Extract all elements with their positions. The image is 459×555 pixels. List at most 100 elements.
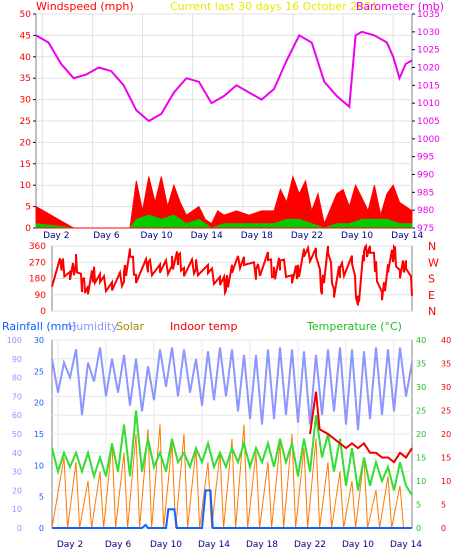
compass-label: N — [428, 240, 436, 253]
humidity-axis-label: Humidity — [68, 320, 118, 333]
temperature-tick-label: 15 — [416, 454, 426, 463]
temperature-tick-label: 25 — [416, 407, 426, 416]
indoor-temp-tick-label: 25 — [441, 407, 451, 416]
humidity-tick-label: 20 — [12, 486, 22, 495]
humidity-tick-label: 40 — [12, 449, 22, 458]
rain-tick-label: 20 — [34, 399, 44, 408]
rainfall-axis-label: Rainfall (mm) — [2, 320, 76, 333]
indoor-temp-axis-label: Indoor temp — [170, 320, 237, 333]
windspeed-axis-label: Windspeed (mph) — [36, 0, 134, 13]
panel1-x-tick-label: Day 2 — [43, 231, 69, 241]
barometer-tick-label: 1015 — [417, 81, 440, 91]
compass-label: S — [428, 273, 435, 286]
barometer-tick-label: 990 — [417, 171, 434, 181]
panel3-x-tick-label: Day 10 — [342, 540, 374, 550]
temperature-tick-label: 20 — [416, 430, 426, 439]
humidity-rain-axis-ticks: 0 10 20 30 40 50 60 70 80 90 100 0 5 10 15 20 25 30 — [7, 336, 44, 533]
temperature-humidity-chart: 0 10 20 30 40 50 60 70 80 90 100 0 5 10 15 20 25 30 0 5 10 1… — [2, 320, 451, 550]
direction-tick-label: 0 — [40, 307, 46, 317]
windspeed-tick-label: 10 — [20, 181, 32, 191]
panel1-x-axis-ticks: Day 2 Day 6 Day 10 Day 14 Day 18 Day 22 Day 10… — [43, 231, 423, 241]
rain-tick-label: 30 — [34, 336, 44, 345]
windspeed-tick-label: 25 — [20, 117, 31, 127]
compass-label: W — [428, 256, 439, 269]
windspeed-tick-label: 20 — [20, 138, 32, 148]
barometer-tick-label: 1025 — [417, 46, 440, 56]
barometer-tick-label: 980 — [417, 206, 434, 216]
indoor-temp-tick-label: 0 — [441, 524, 446, 533]
compass-label: N — [428, 305, 436, 318]
indoor-temp-tick-label: 20 — [441, 430, 451, 439]
temperature-axis-label: Temperature (°C) — [306, 320, 402, 333]
indoor-temp-series — [309, 391, 413, 464]
barometer-tick-label: 995 — [417, 153, 434, 163]
rain-tick-label: 5 — [39, 493, 44, 502]
direction-tick-label: 180 — [29, 275, 46, 285]
temperature-tick-label: 30 — [416, 383, 426, 392]
barometer-tick-label: 1030 — [417, 28, 440, 38]
panel3-x-tick-label: Day 2 — [57, 540, 83, 550]
wind-direction-series — [51, 243, 413, 306]
direction-tick-label: 270 — [29, 258, 46, 268]
windspeed-tick-label: 5 — [25, 203, 31, 213]
humidity-series — [51, 347, 413, 431]
humidity-tick-label: 50 — [12, 430, 22, 439]
windspeed-tick-label: 30 — [20, 96, 32, 106]
windspeed-tick-label: 40 — [20, 53, 32, 63]
humidity-tick-label: 70 — [12, 392, 22, 401]
humidity-tick-label: 0 — [17, 524, 22, 533]
indoor-temp-tick-label: 10 — [441, 477, 451, 486]
wind-average-series — [35, 214, 413, 229]
humidity-tick-label: 80 — [12, 374, 22, 383]
temperature-tick-label: 35 — [416, 360, 426, 369]
temperature-tick-label: 10 — [416, 477, 426, 486]
windspeed-tick-label: 50 — [20, 10, 32, 20]
windspeed-tick-label: 0 — [25, 224, 31, 234]
rain-tick-label: 0 — [39, 524, 44, 533]
barometer-tick-label: 1035 — [417, 10, 440, 20]
panel1-x-tick-label: Day 18 — [241, 231, 273, 241]
rainfall-series — [52, 489, 412, 529]
windspeed-tick-label: 35 — [20, 74, 31, 84]
indoor-temp-tick-label: 35 — [441, 360, 451, 369]
wind-gust-series — [35, 174, 413, 229]
temperature-tick-label: 5 — [416, 501, 421, 510]
temperature-series — [51, 410, 413, 496]
panel3-x-tick-label: Day 22 — [294, 540, 326, 550]
barometer-tick-label: 1010 — [417, 99, 440, 109]
panel1-x-tick-label: Day 6 — [93, 231, 120, 241]
windspeed-axis-ticks: 0 5 10 15 20 25 30 35 40 45 50 — [20, 10, 36, 234]
solar-series — [51, 424, 412, 529]
barometer-tick-label: 985 — [417, 188, 434, 198]
chart-title: Current last 30 days 16 October 2021 — [170, 0, 378, 13]
compass-label: E — [428, 289, 435, 302]
humidity-tick-label: 90 — [12, 355, 22, 364]
rain-tick-label: 10 — [34, 461, 44, 470]
panel1-x-tick-label: Day 14 — [391, 231, 423, 241]
barometer-axis-ticks: 975 980 985 990 995 1000 1005 1010 1015 1020 1025 1… — [412, 10, 440, 234]
direction-degree-ticks: 0 90 180 270 360 — [29, 242, 46, 317]
panel1-x-tick-label: Day 10 — [341, 231, 373, 241]
windspeed-tick-label: 15 — [20, 160, 31, 170]
humidity-tick-label: 100 — [7, 336, 22, 345]
barometer-tick-label: 1005 — [417, 117, 440, 127]
humidity-tick-label: 60 — [12, 411, 22, 420]
barometer-axis-label: Barometer (mb) — [356, 0, 444, 13]
panel3-series — [51, 347, 413, 529]
panel3-x-tick-label: Day 10 — [150, 540, 182, 550]
panel3-x-axis-ticks: Day 2 Day 6 Day 10 Day 14 Day 18 Day 22 Day 10… — [57, 540, 422, 550]
panel3-x-tick-label: Day 18 — [246, 540, 278, 550]
indoor-temp-tick-label: 5 — [441, 501, 446, 510]
indoor-temp-tick-label: 30 — [441, 383, 451, 392]
rain-tick-label: 15 — [34, 430, 44, 439]
panel1-x-tick-label: Day 10 — [140, 231, 172, 241]
windspeed-tick-label: 45 — [20, 31, 31, 41]
rain-tick-label: 25 — [34, 367, 44, 376]
temperature-tick-label: 40 — [416, 336, 426, 345]
temperature-axis-ticks: 0 5 10 15 20 25 30 35 40 0 5 10 15 20 25 30 35 40 — [416, 336, 451, 533]
panel3-x-tick-label: Day 14 — [198, 540, 230, 550]
